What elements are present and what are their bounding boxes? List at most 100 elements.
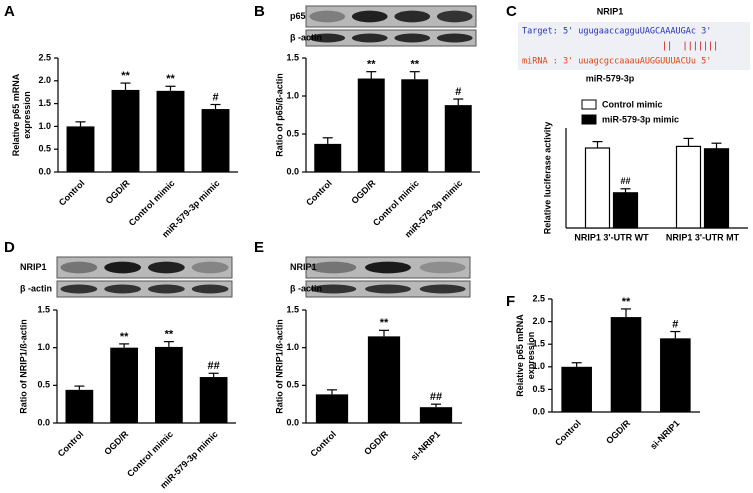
bar <box>66 126 95 172</box>
y-axis-label: Relative p65 mRNA <box>11 73 21 156</box>
blot-band <box>310 261 357 274</box>
x-tick-label: OGD/R <box>362 429 390 457</box>
annotation: # <box>212 91 218 103</box>
blot-band <box>309 33 346 43</box>
title: NRIP1 <box>597 6 624 16</box>
bar <box>419 407 453 423</box>
legend-label: Control mimic <box>602 99 663 109</box>
x-tick-label: NRIP1 3'-UTR MT <box>666 232 740 242</box>
blot-strip <box>56 256 233 279</box>
bar <box>201 109 230 172</box>
annotation: ** <box>121 70 130 82</box>
y-axis-label: Ratio of NRIP1/ß-actin <box>274 319 284 414</box>
y-tick-label: 1.5 <box>286 52 299 62</box>
annotation: ** <box>622 296 631 308</box>
y-tick-label: 0.0 <box>37 417 50 427</box>
blot-label: NRIP1 <box>290 262 317 272</box>
blot-label: p65 <box>290 11 306 21</box>
bar <box>584 147 611 229</box>
x-tick-label: Control <box>57 178 87 208</box>
y-tick-label: 0.5 <box>37 380 50 390</box>
blot-band <box>351 10 388 23</box>
y-tick-label: 1.5 <box>532 339 545 349</box>
x-tick-label: OGD/R <box>104 178 132 206</box>
annotation: ## <box>430 391 442 403</box>
y-tick-label: 1.5 <box>37 304 50 314</box>
blot-band <box>191 261 229 274</box>
bar <box>675 145 702 229</box>
bar <box>314 143 342 172</box>
bar <box>156 90 185 172</box>
blot-strip <box>56 280 233 298</box>
bar <box>367 336 401 423</box>
sequence-box <box>518 22 750 70</box>
legend-swatch <box>581 114 597 125</box>
y-axis-label: Ratio of p65/ß-actin <box>274 73 284 157</box>
blot-band <box>436 10 473 23</box>
x-tick-label: Control <box>56 429 86 459</box>
y-axis-label: expression <box>22 91 32 139</box>
blot-label: β -actin <box>20 283 52 293</box>
y-tick-label: 1.0 <box>532 361 545 371</box>
x-tick-label: OGD/R <box>349 178 377 206</box>
y-tick-label: 0.0 <box>286 166 299 176</box>
blot-band <box>365 261 411 274</box>
bar <box>444 105 472 172</box>
bar <box>65 389 94 423</box>
blot-band <box>394 33 431 43</box>
y-tick-label: 0.5 <box>286 128 299 138</box>
y-tick-label: 1.5 <box>286 304 299 314</box>
x-tick-label: si-NRIP1 <box>648 418 681 451</box>
y-tick-label: 0.5 <box>286 380 299 390</box>
panel-letter: F <box>506 293 515 310</box>
y-tick-label: 0.0 <box>286 417 299 427</box>
blot-band <box>148 261 185 274</box>
panel-letter: D <box>4 239 15 256</box>
y-tick-label: 1.0 <box>286 342 299 352</box>
blot-band <box>419 284 466 294</box>
x-tick-label: si-NRIP1 <box>409 429 442 462</box>
y-tick-label: 0.0 <box>532 406 545 416</box>
bar <box>660 338 691 412</box>
bar <box>110 347 138 423</box>
y-tick-label: 2.0 <box>532 316 545 326</box>
subtitle: miR-579-3p <box>586 73 635 83</box>
annotation: ** <box>120 331 129 343</box>
bar <box>357 78 385 172</box>
blot-band <box>365 284 411 294</box>
annotation: ** <box>380 317 389 329</box>
y-tick-label: 0.5 <box>38 144 51 154</box>
bar <box>703 148 730 229</box>
bar <box>199 377 228 423</box>
bar <box>610 317 642 412</box>
blot-band <box>104 261 141 274</box>
annotation: ** <box>166 73 175 85</box>
mirna-sequence: miRNA : 3' uuagcgccaaauAUGGUUUACUu 5' <box>522 57 711 67</box>
bar <box>111 89 140 172</box>
panel-letter: C <box>506 3 517 20</box>
y-tick-label: 2.5 <box>38 52 51 62</box>
blot-label: NRIP1 <box>20 262 47 272</box>
target-sequence: Target: 5' ugugaaccagguUAGCAAAUGAc 3' <box>522 27 711 37</box>
panel-letter: A <box>4 3 15 20</box>
y-tick-label: 2.0 <box>38 75 51 85</box>
y-axis-label: Ratio of NRIP1/ß-actin <box>18 319 28 414</box>
y-tick-label: 0.5 <box>532 384 545 394</box>
x-tick-label: Control mimic <box>371 178 421 228</box>
x-tick-label: OGD/R <box>604 418 632 446</box>
y-axis-label: Relative luciferase activity <box>542 122 552 235</box>
blot-band <box>310 284 357 294</box>
x-tick-label: Control <box>553 418 583 448</box>
x-tick-label: NRIP1 3'-UTR WT <box>574 232 649 242</box>
bar <box>315 394 349 423</box>
legend-label: miR-579-3p mimic <box>602 114 679 124</box>
blot-band <box>104 284 141 294</box>
blot-band <box>60 261 98 274</box>
annotation: ## <box>620 176 630 186</box>
pairing: || ||||||| <box>662 42 718 52</box>
bar <box>561 366 592 412</box>
blot-label: β -actin <box>290 283 322 293</box>
legend-swatch <box>581 99 597 110</box>
blot-band <box>191 284 229 294</box>
y-tick-label: 1.0 <box>286 90 299 100</box>
